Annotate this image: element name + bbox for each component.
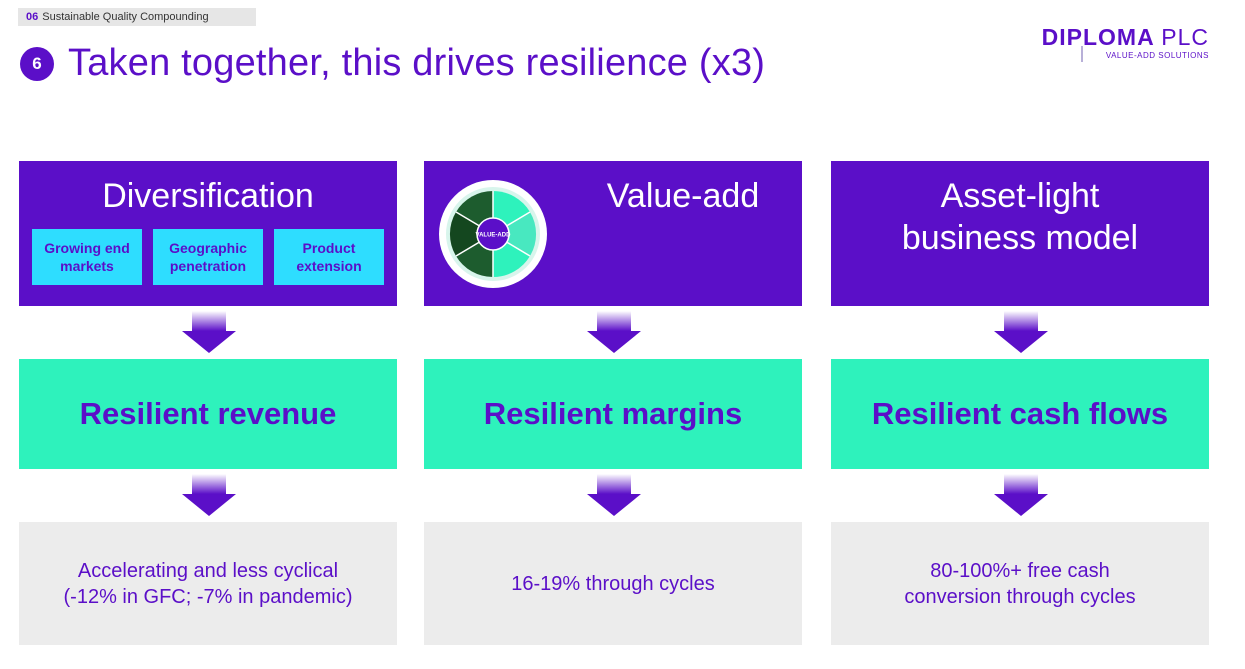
- down-arrow-icon: [19, 306, 397, 359]
- column-diversification: Diversification Growing end markets Geog…: [19, 161, 397, 645]
- logo-suffix: PLC: [1161, 24, 1209, 50]
- cash-flow-detail-line1: 80-100%+ free cash: [930, 559, 1110, 582]
- value-add-title: Value-add: [606, 177, 760, 215]
- down-arrow-icon: [424, 306, 802, 359]
- value-add-box: VALUE-ADD Value-add: [424, 161, 802, 306]
- resilient-cash-flows-box: Resilient cash flows: [831, 359, 1209, 469]
- revenue-detail-box: Accelerating and less cyclical (-12% in …: [19, 522, 397, 645]
- resilient-margins-box: Resilient margins: [424, 359, 802, 469]
- section-tag: 06 Sustainable Quality Compounding: [18, 8, 256, 26]
- down-arrow-icon: [19, 469, 397, 522]
- wheel-center-label: VALUE-ADD: [476, 233, 512, 239]
- asset-light-title-line2: business model: [901, 219, 1139, 257]
- chip-product-extension: Product extension: [274, 229, 384, 285]
- logo-tagline: VALUE-ADD SOLUTIONS: [1105, 51, 1209, 60]
- chip-growing-end-markets: Growing end markets: [32, 229, 142, 285]
- chip-geographic-penetration: Geographic penetration: [153, 229, 263, 285]
- step-number-badge: 6: [20, 46, 54, 81]
- logo-cross-mark: [1081, 46, 1083, 62]
- margins-detail-box: 16-19% through cycles: [424, 522, 802, 645]
- column-asset-light: Asset-light business model Resilient cas…: [831, 161, 1209, 645]
- down-arrow-icon: [831, 469, 1209, 522]
- diversification-chips: Growing end markets Geographic penetrati…: [32, 229, 384, 285]
- resilient-revenue-box: Resilient revenue: [19, 359, 397, 469]
- revenue-detail-line2: (-12% in GFC; -7% in pandemic): [63, 585, 353, 608]
- cash-flow-detail-line2: conversion through cycles: [904, 585, 1136, 608]
- section-number: 06: [26, 11, 39, 23]
- asset-light-title-line1: Asset-light: [940, 177, 1100, 215]
- diversification-title: Diversification: [102, 177, 314, 215]
- diploma-logo: DIPLOMA PLC VALUE-ADD SOLUTIONS: [1034, 24, 1209, 64]
- down-arrow-icon: [424, 469, 802, 522]
- down-arrow-icon: [831, 306, 1209, 359]
- cash-flow-detail-box: 80-100%+ free cash conversion through cy…: [831, 522, 1209, 645]
- margins-detail-line1: 16-19% through cycles: [511, 572, 715, 595]
- diversification-box: Diversification Growing end markets Geog…: [19, 161, 397, 306]
- column-value-add: VALUE-ADD Value-add Resilient margins 16…: [424, 161, 802, 645]
- asset-light-box: Asset-light business model: [831, 161, 1209, 306]
- section-title: Sustainable Quality Compounding: [42, 11, 209, 23]
- page-title: Taken together, this drives resilience (…: [68, 42, 766, 84]
- logo-main: DIPLOMA: [1041, 24, 1154, 50]
- revenue-detail-line1: Accelerating and less cyclical: [77, 559, 339, 582]
- value-add-wheel-icon: VALUE-ADD: [439, 180, 547, 288]
- title-row: 6 Taken together, this drives resilience…: [20, 42, 765, 85]
